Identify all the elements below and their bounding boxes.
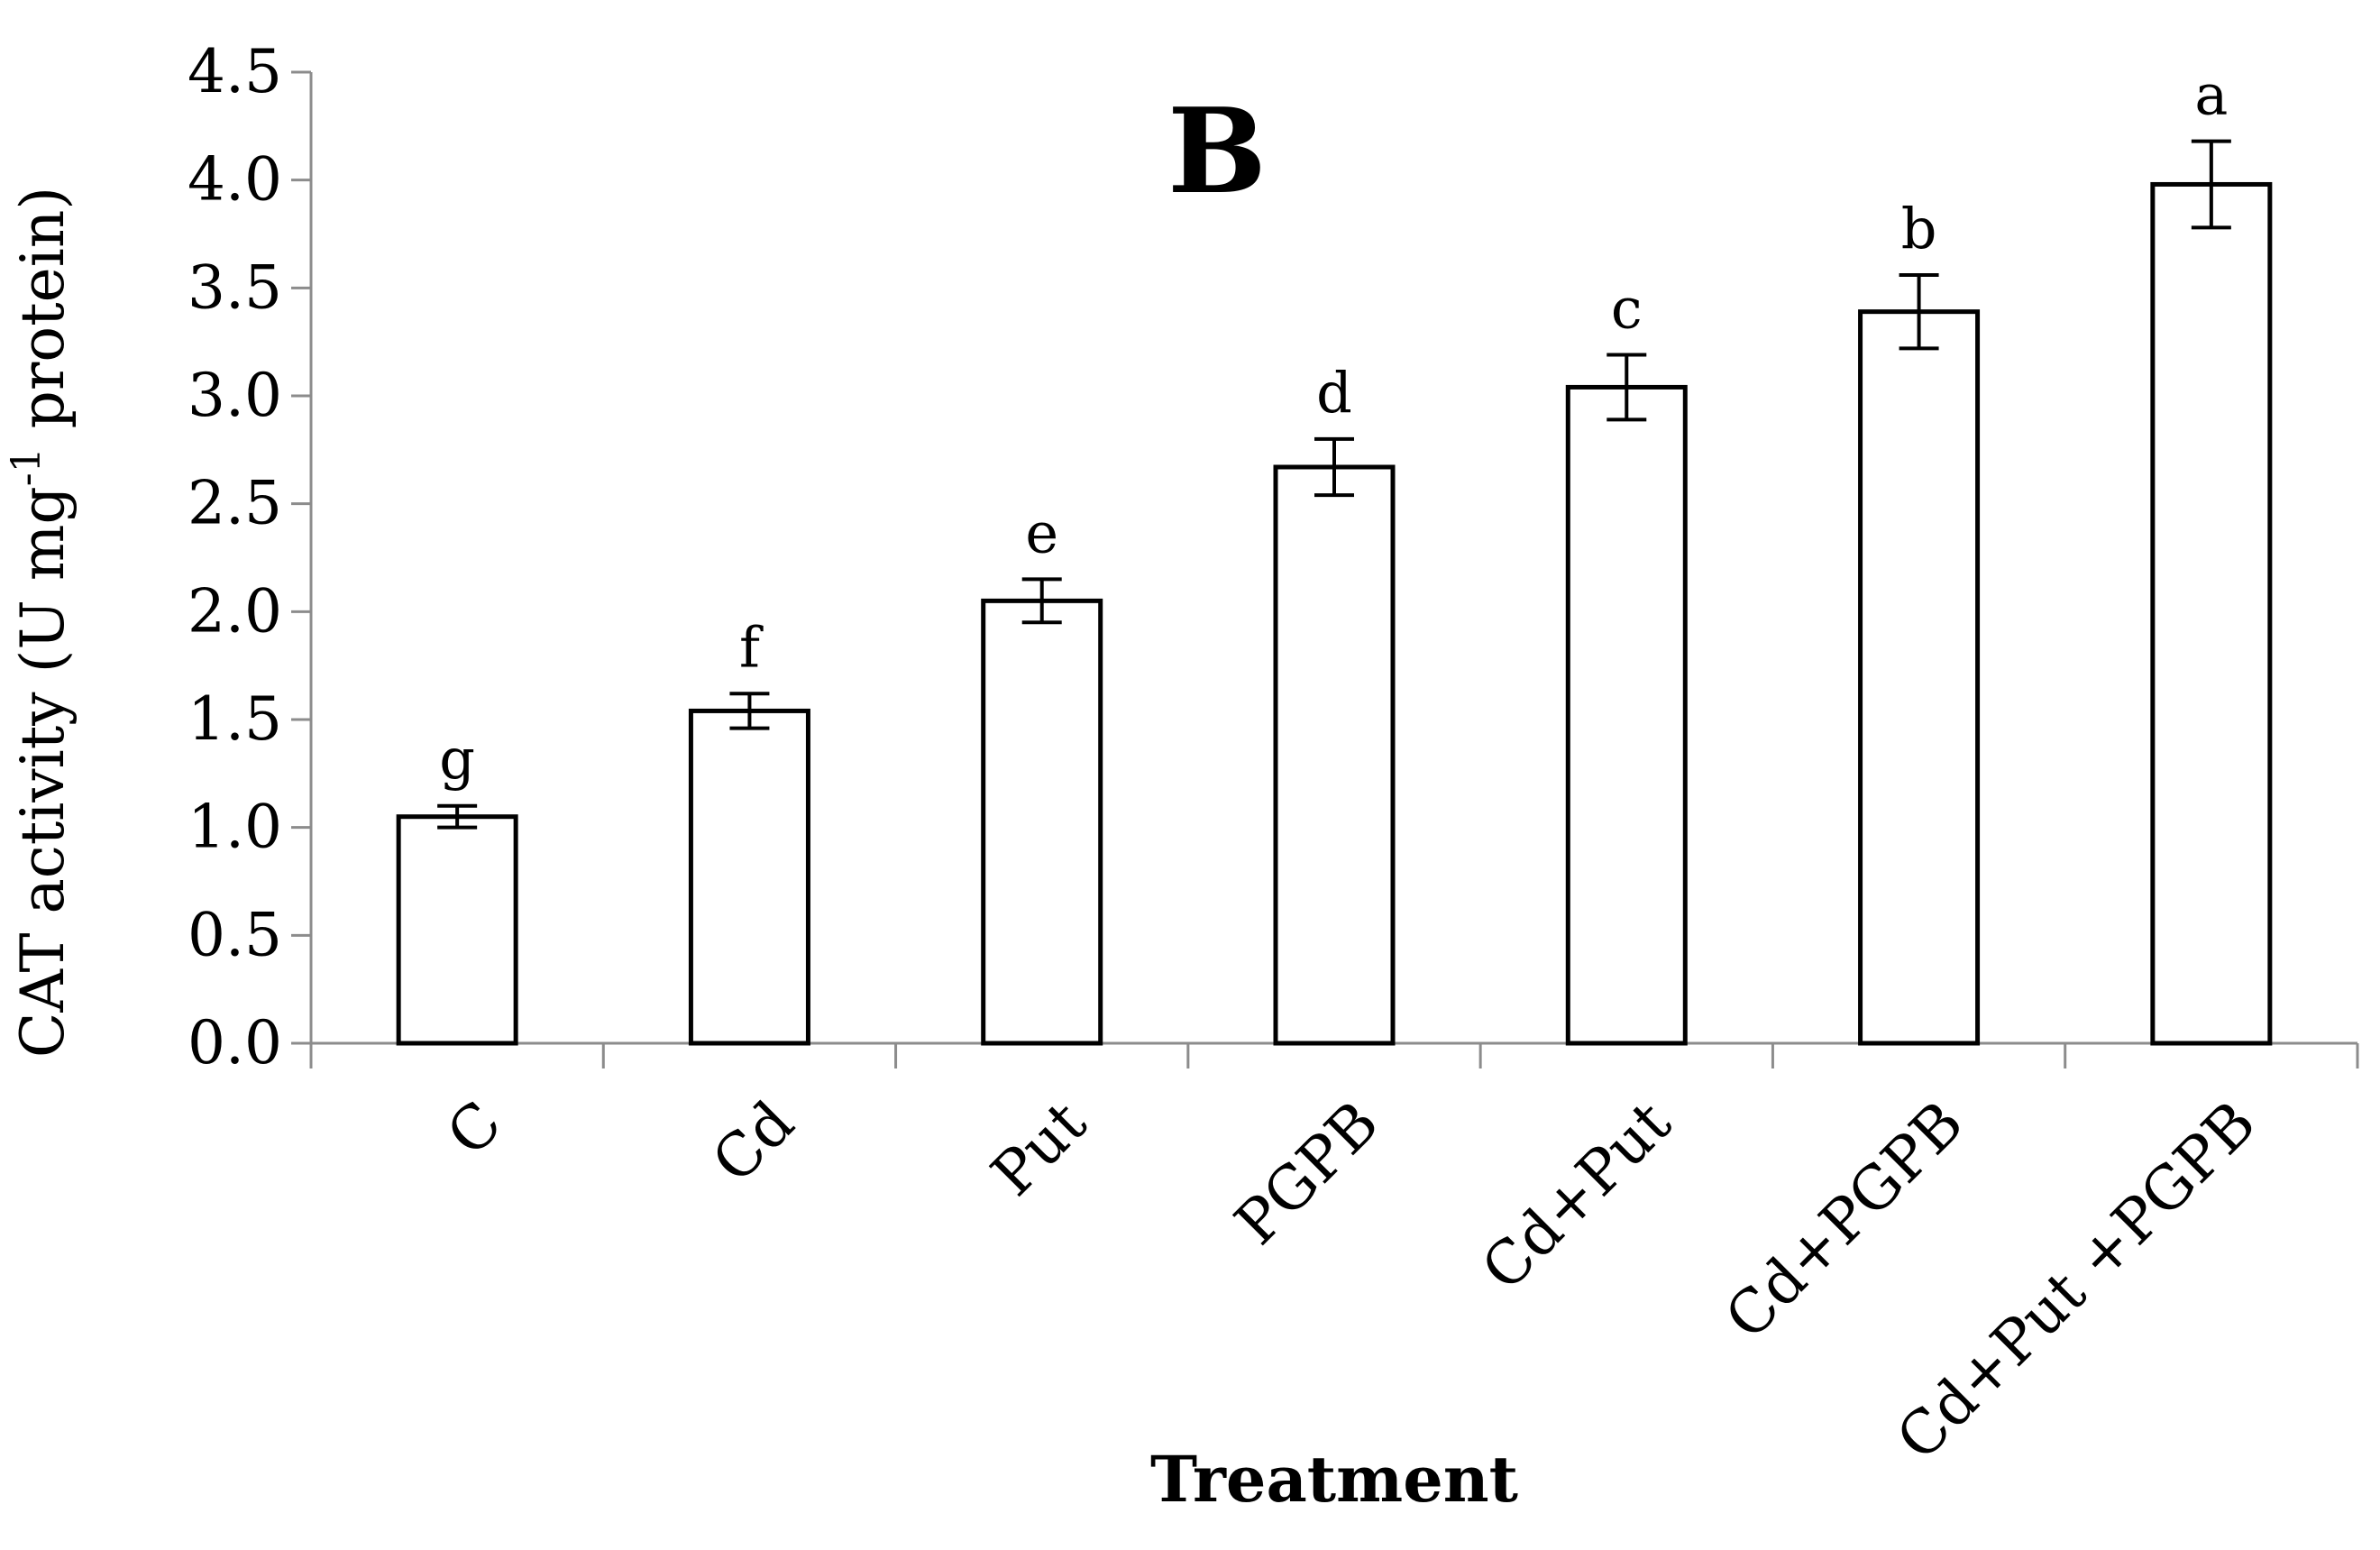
y-tick-label: 2.5	[188, 469, 282, 538]
y-axis-title-main: CAT activity (U mg	[8, 486, 78, 1058]
significance-label: g	[439, 727, 475, 793]
y-tick-label: 0.5	[188, 900, 282, 969]
y-tick-label: 3.0	[188, 361, 282, 430]
bar	[688, 708, 810, 1046]
bar	[1565, 384, 1688, 1046]
bar	[396, 814, 518, 1046]
significance-label: f	[739, 614, 764, 680]
category-label: Cd	[699, 1088, 807, 1197]
y-tick-label: 0.0	[188, 1008, 282, 1078]
y-axis-title-end: protein)	[8, 187, 78, 447]
y-tick-label: 4.0	[188, 145, 282, 215]
category-label: Cd+PGPB	[1712, 1088, 1977, 1353]
category-label: C	[434, 1088, 515, 1169]
y-tick-label: 3.5	[188, 252, 282, 322]
y-tick-label: 2.0	[188, 576, 282, 646]
significance-label: d	[1316, 360, 1352, 426]
category-label: Cd+Put	[1469, 1088, 1684, 1304]
significance-label: b	[1901, 196, 1937, 261]
category-label: Put	[978, 1088, 1100, 1210]
bar	[1858, 309, 1981, 1046]
y-tick-label: 1.5	[188, 684, 282, 754]
bars-group	[396, 139, 2273, 1046]
y-tick-label: 4.5	[188, 37, 282, 106]
y-tick-label: 1.0	[188, 793, 282, 862]
significance-label: e	[1025, 500, 1058, 565]
significance-label: a	[2194, 62, 2228, 128]
bar	[981, 598, 1103, 1046]
category-label: PGPB	[1222, 1088, 1392, 1259]
bar	[1273, 464, 1396, 1046]
panel-title: B	[1167, 82, 1267, 220]
axes-group: 0.0 0.5 1.0 1.5 2.0 2.5 3.0 3.5 4.0 4.5	[188, 37, 2359, 1078]
y-axis-title-sup: -1	[4, 447, 50, 486]
y-axis-title: CAT activity (U mg-1 protein)	[4, 187, 78, 1058]
significance-label: c	[1611, 276, 1643, 342]
x-axis-title: Treatment	[1150, 1442, 1518, 1517]
bar	[2150, 181, 2273, 1046]
